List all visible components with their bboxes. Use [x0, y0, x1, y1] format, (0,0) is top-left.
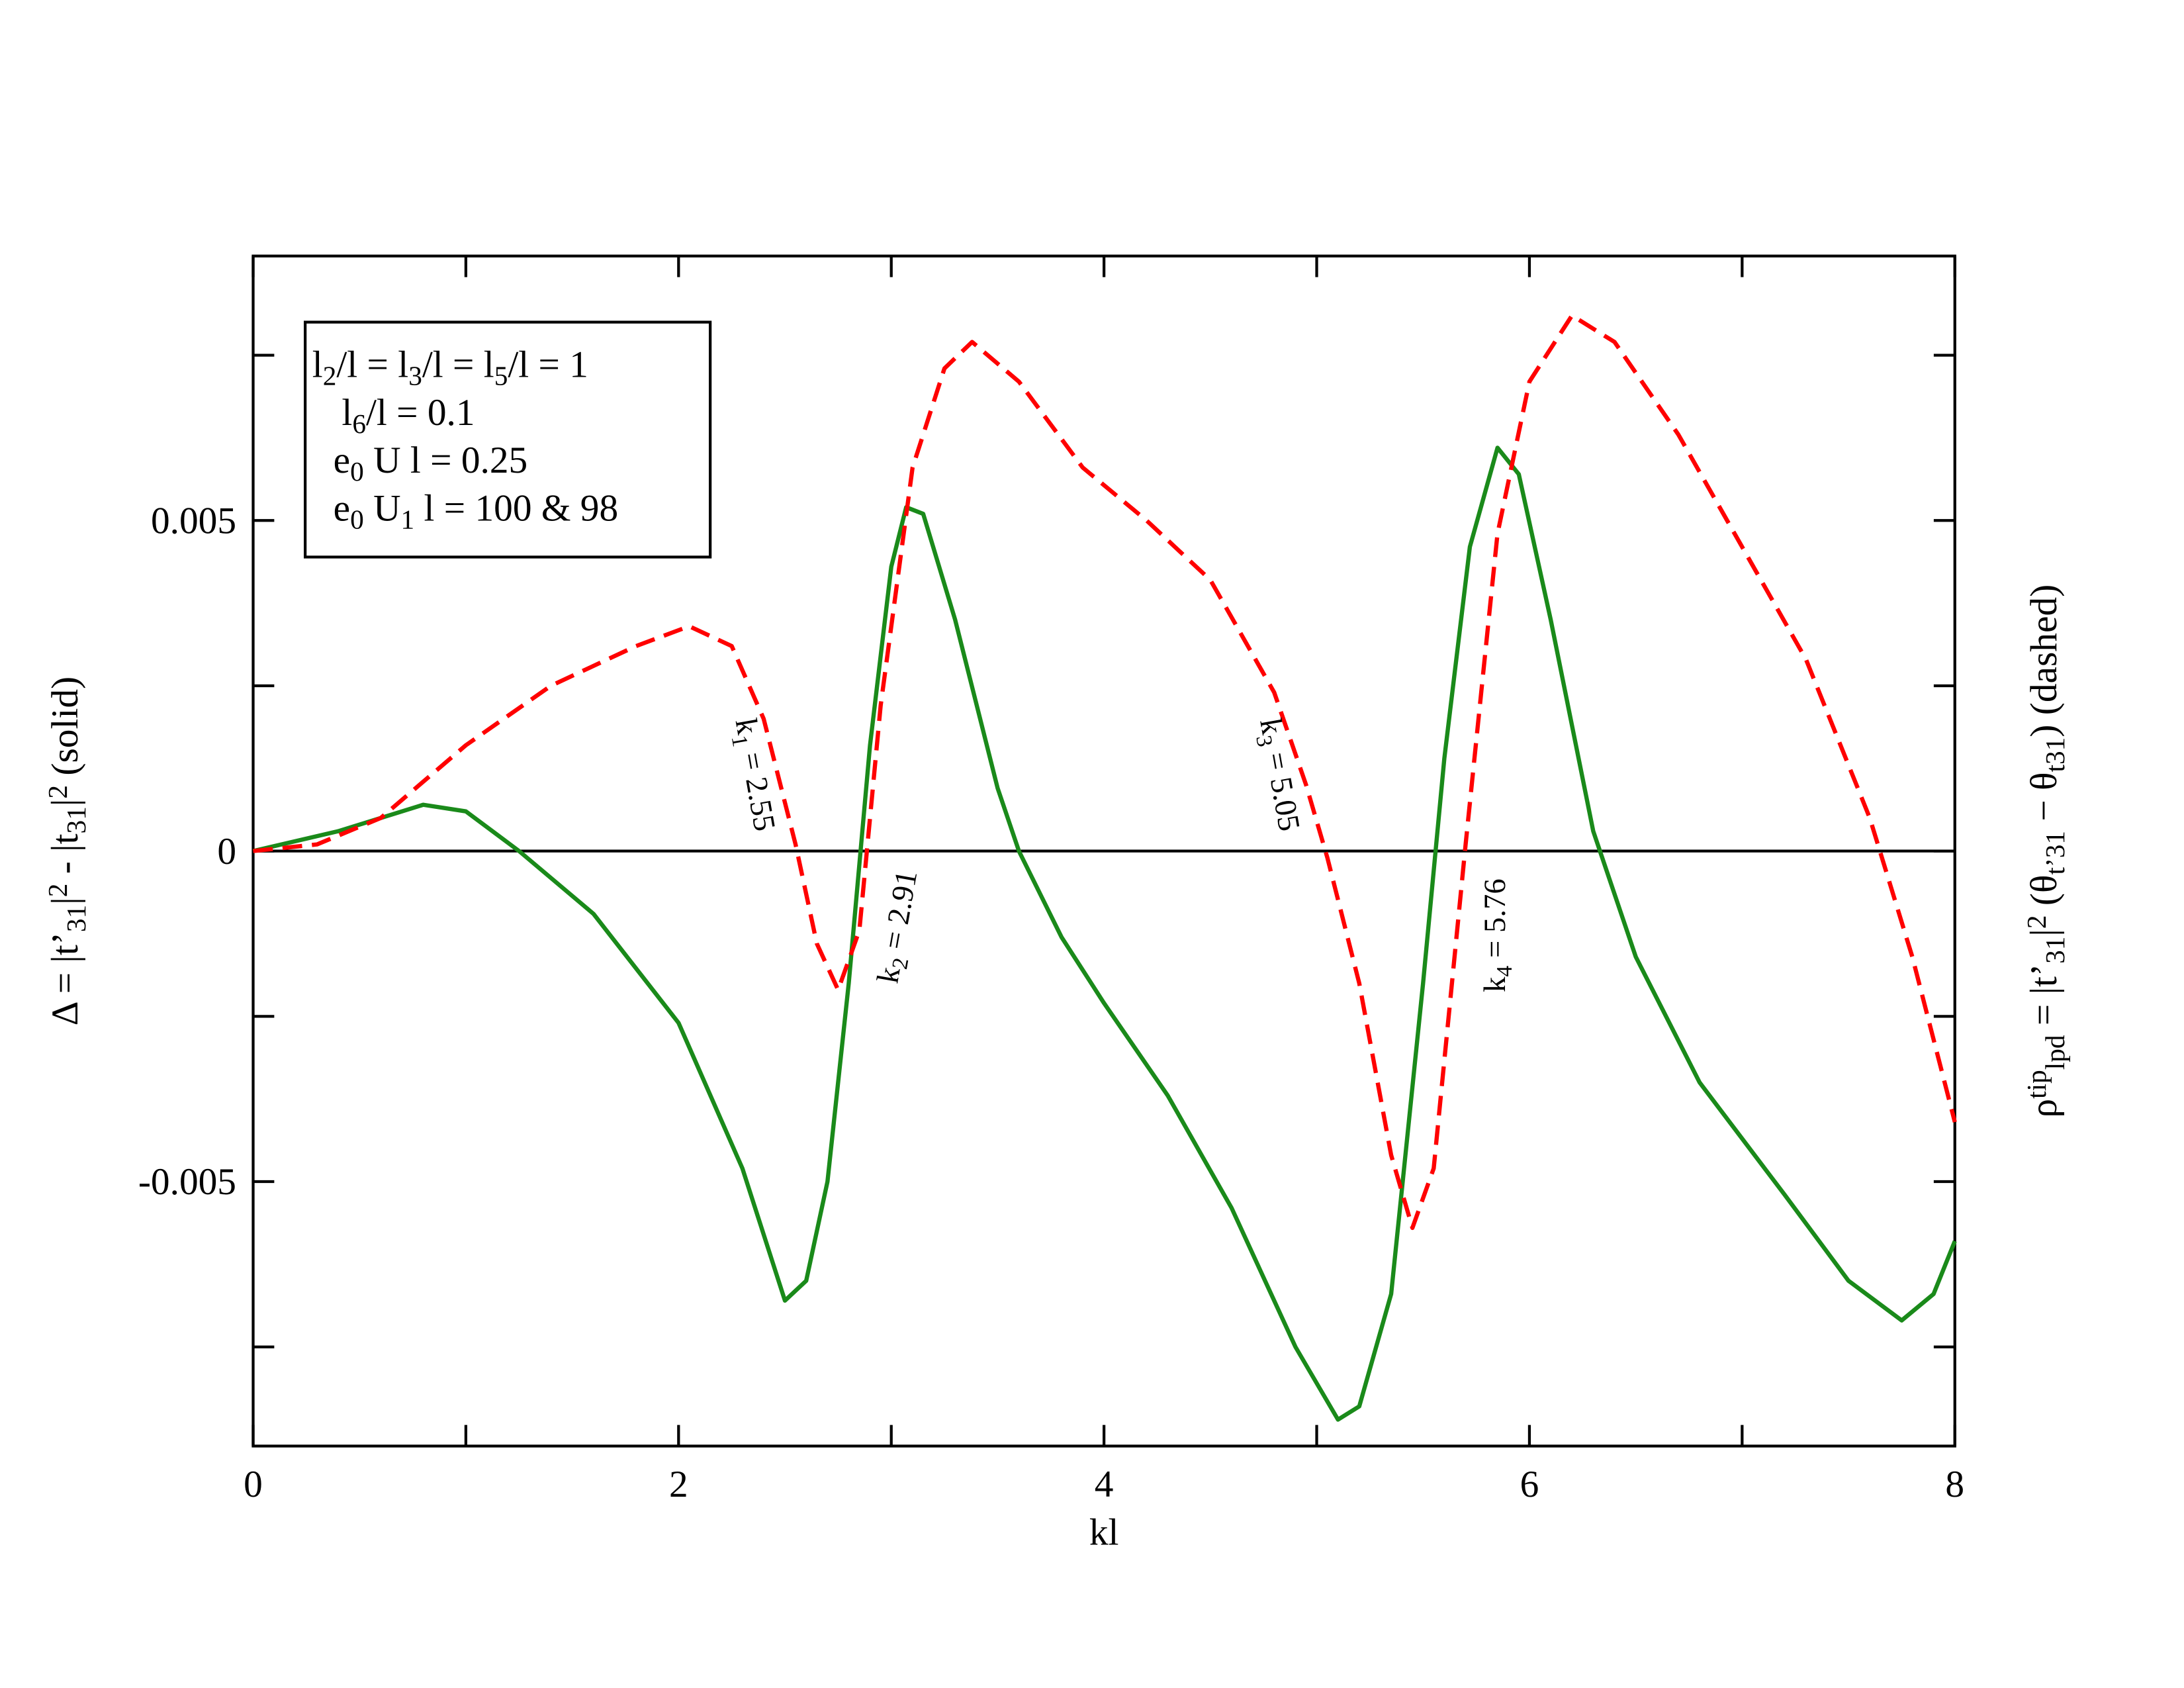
y-tick-label: 0.005	[151, 500, 236, 541]
y-tick-label: 0	[217, 831, 236, 872]
text-part: l = 100 & 98	[414, 487, 618, 529]
superscript: 2	[42, 785, 72, 799]
x-tick-label: 2	[669, 1464, 688, 1505]
text-part: U l = 0.25	[364, 440, 527, 481]
subscript: 2	[323, 361, 337, 391]
superscript: 2	[2021, 915, 2051, 929]
text-part: ) (dashed)	[2023, 585, 2065, 737]
annotation: k4 = 5.76	[1478, 878, 1517, 992]
subscript: 6	[352, 408, 366, 439]
legend-line: l2/l = l3/l = l5/l = 1	[312, 344, 588, 391]
subscript: 0	[350, 456, 364, 487]
subscript: 31	[61, 905, 91, 932]
subscript: lpd	[2040, 1035, 2070, 1070]
data-line	[253, 313, 1957, 1231]
text-part: (θ	[2023, 875, 2065, 915]
subscript: 2	[887, 956, 913, 971]
legend-line: e0 U1 l = 100 & 98	[334, 487, 619, 534]
text-part: - |t	[44, 833, 86, 883]
text-part: /l = l	[336, 344, 408, 386]
annotation: k3 = 5.05	[1248, 716, 1306, 834]
text-part: l	[341, 392, 352, 434]
text-part: e	[334, 440, 350, 481]
text-part: k	[1478, 976, 1512, 992]
text-part: e	[334, 487, 350, 529]
subscript: 0	[350, 504, 364, 535]
subscript: 3	[1251, 733, 1277, 749]
x-tick-label: 4	[1095, 1464, 1114, 1505]
x-tick-label: 8	[1945, 1464, 1964, 1505]
subscript: 4	[1492, 966, 1517, 977]
subscript: 1	[401, 504, 415, 535]
x-tick-label: 0	[244, 1464, 263, 1505]
annotation: k1 = 2.55	[723, 716, 782, 834]
y-axis-label: Δ = |t’31|2 - |t31|2 (solid)	[42, 677, 91, 1025]
text-part: = |t’	[2023, 964, 2065, 1035]
text-part: = 5.76	[1478, 878, 1512, 966]
legend-line: l6/l = 0.1	[341, 392, 475, 439]
legend-box	[304, 320, 712, 559]
x-tick-label: 6	[1520, 1464, 1539, 1505]
subscript: t31	[2040, 737, 2070, 773]
subscript: 3	[408, 361, 422, 391]
superscript: tip	[2021, 1070, 2051, 1099]
y2-axis-label: ρtiplpd = |t’31|2 (θt’31 − θt31) (dashed…	[2021, 585, 2070, 1118]
text-part: = 5.05	[1257, 742, 1306, 834]
subscript: 5	[494, 361, 508, 391]
annotation: k2 = 2.91	[870, 868, 929, 986]
subscript: 31	[2040, 937, 2070, 964]
subscript: 1	[726, 733, 752, 749]
text-part: (solid)	[44, 677, 86, 785]
text-part: /l = l	[422, 344, 494, 386]
text-part: |	[44, 799, 86, 806]
text-part: /l = 1	[508, 344, 588, 386]
y-tick-label: -0.005	[138, 1161, 236, 1203]
x-axis-label: kl	[1089, 1511, 1119, 1553]
subscript: 31	[61, 806, 91, 833]
superscript: 2	[42, 884, 72, 898]
text-part: − θ	[2023, 772, 2065, 831]
subscript: t’31	[2040, 831, 2070, 875]
text-part: Δ = |t’	[44, 932, 86, 1025]
data-line	[252, 445, 1957, 1422]
text-part: l	[312, 344, 323, 386]
text-part: |	[2023, 929, 2065, 936]
text-part: ρ	[2023, 1099, 2065, 1118]
legend-line: e0 U l = 0.25	[334, 440, 528, 487]
text-part: = 2.91	[875, 868, 924, 960]
text-part: /l = 0.1	[366, 392, 475, 434]
text-part: U	[364, 487, 401, 529]
text-part: |	[44, 897, 86, 904]
